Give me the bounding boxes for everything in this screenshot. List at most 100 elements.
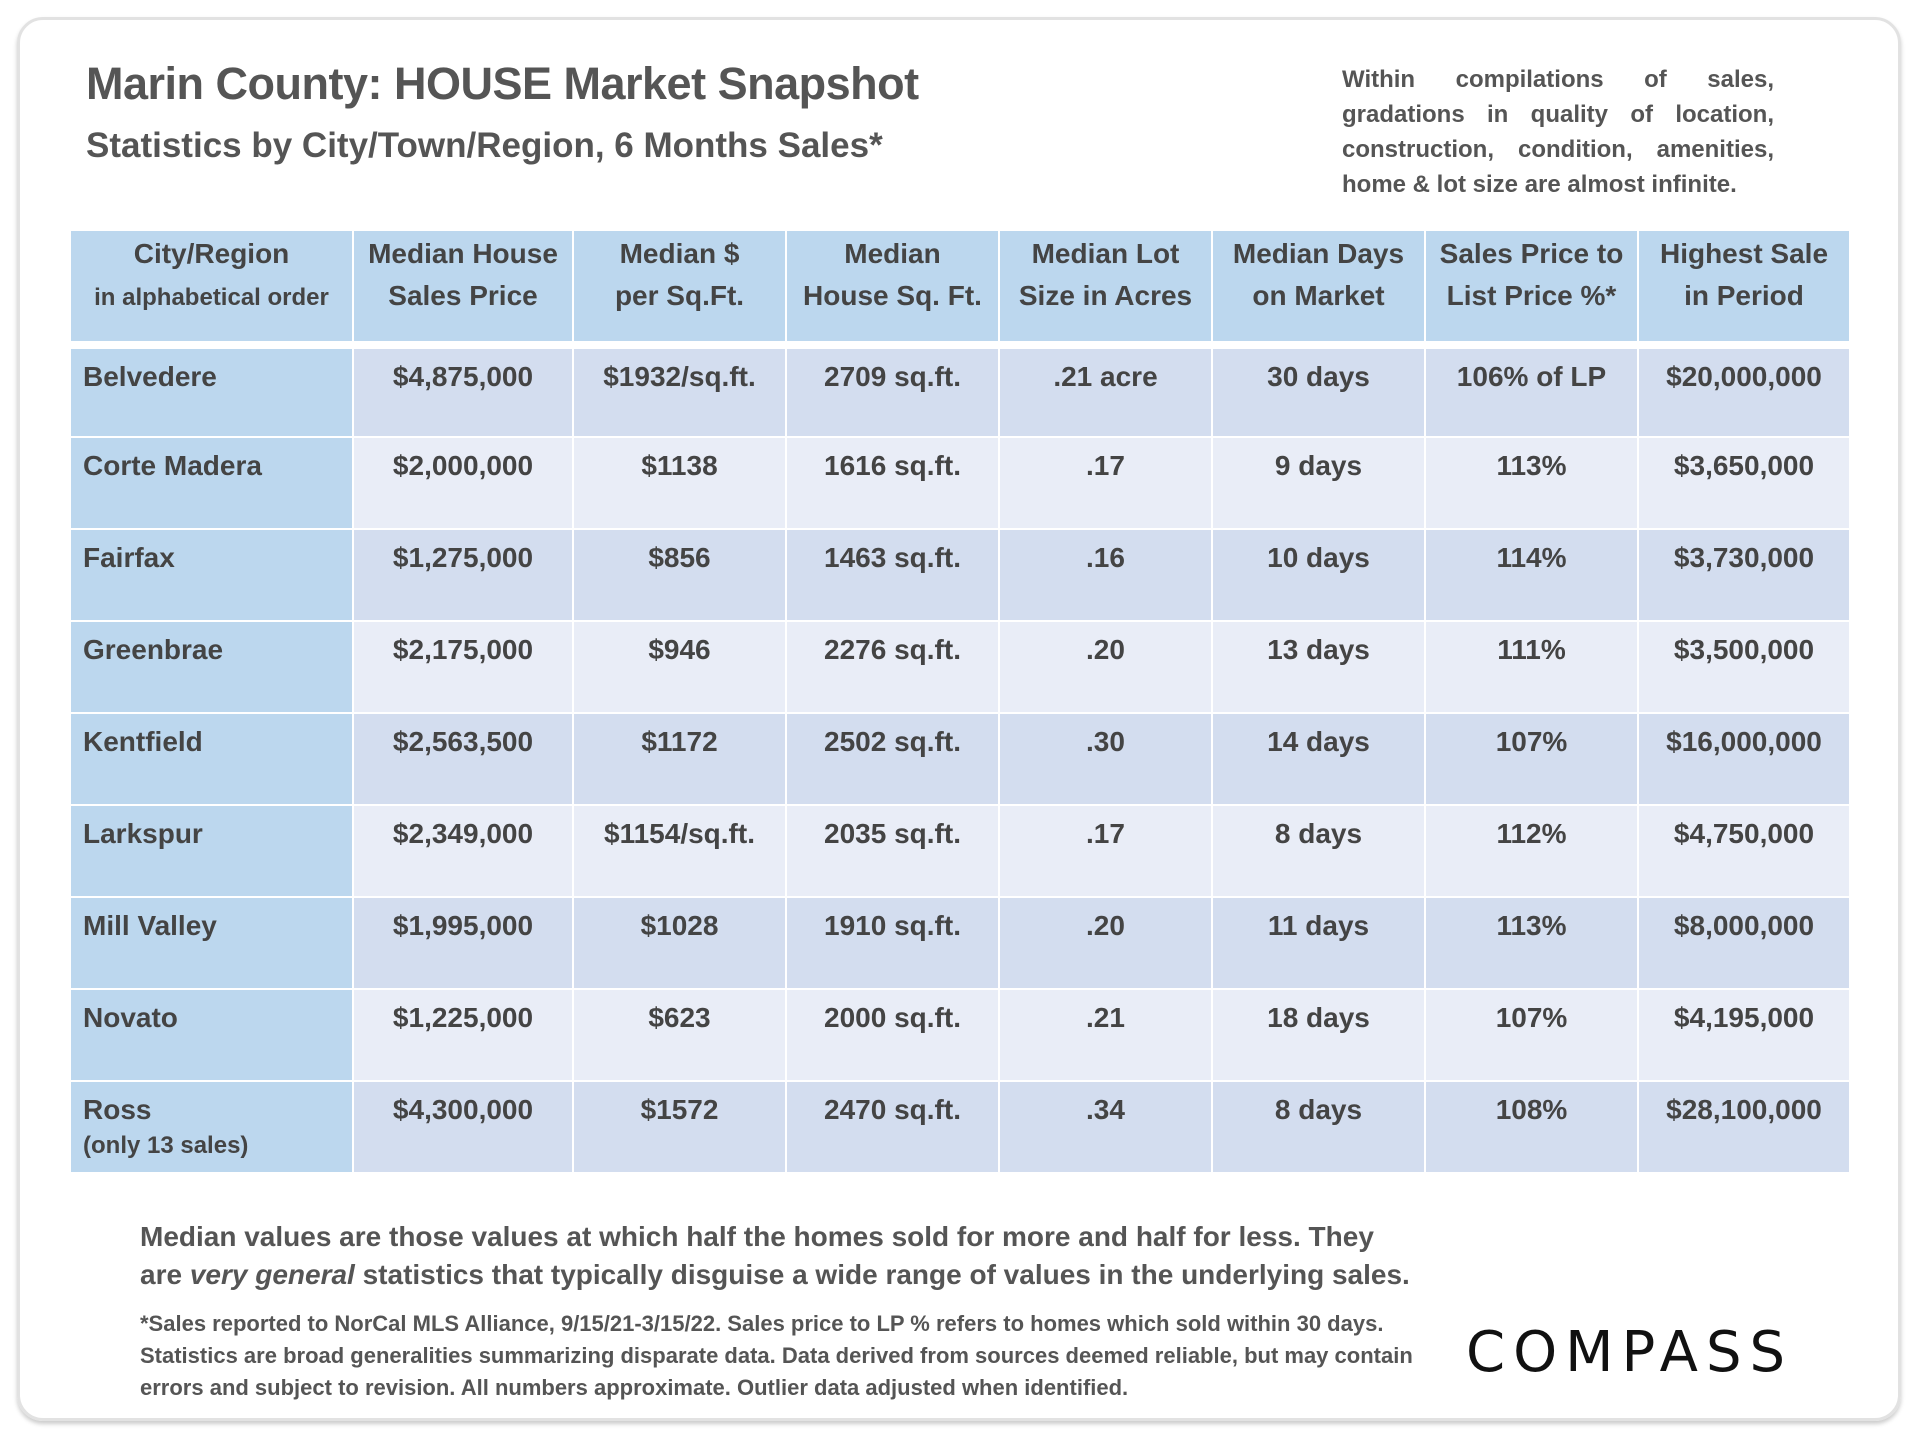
city-name: Kentfield	[83, 726, 203, 757]
snapshot-card	[17, 17, 1901, 1421]
footnote: *Sales reported to NorCal MLS Alliance, …	[140, 1311, 1413, 1400]
data-cell: 8 days	[1211, 804, 1426, 898]
column-header: Median House Sales Price	[352, 229, 574, 349]
data-cell: 2035 sq.ft.	[785, 804, 1000, 898]
data-cell: 2276 sq.ft.	[785, 620, 1000, 714]
page-title: Marin County: HOUSE Market Snapshot	[86, 58, 919, 109]
data-cell: $623	[572, 988, 787, 1082]
data-cell: $1154/sq.ft.	[572, 804, 787, 898]
data-cell: .16	[998, 528, 1213, 622]
data-cell: $1,995,000	[352, 896, 574, 990]
data-cell: 13 days	[1211, 620, 1426, 714]
column-header: Median Lot Size in Acres	[998, 229, 1213, 349]
data-cell: 9 days	[1211, 436, 1426, 530]
city-cell: Fairfax	[69, 528, 354, 622]
city-cell: Ross (only 13 sales)	[69, 1080, 354, 1174]
table-row: Mill Valley $1,995,000 $1028 1910 sq.ft. .20…	[69, 896, 1851, 990]
city-cell: Novato	[69, 988, 354, 1082]
column-header: Median Days on Market	[1211, 229, 1426, 349]
data-cell: 1910 sq.ft.	[785, 896, 1000, 990]
data-cell: $1138	[572, 436, 787, 530]
city-name: Fairfax	[83, 542, 175, 573]
median-explanation: Median values are those values at which …	[140, 1218, 1420, 1294]
data-cell: .21	[998, 988, 1213, 1082]
city-note: (only 13 sales)	[83, 1132, 249, 1159]
data-cell: $856	[572, 528, 787, 622]
median-text-a: Median values are those values at which …	[140, 1221, 1374, 1290]
median-text-emphasis: very general	[189, 1259, 355, 1290]
column-header-line1: Median	[844, 238, 941, 269]
table-row: Ross (only 13 sales) $4,300,000 $1572 2470 s…	[69, 1080, 1851, 1174]
data-cell: $1172	[572, 712, 787, 806]
data-cell: 2000 sq.ft.	[785, 988, 1000, 1082]
data-cell: $2,563,500	[352, 712, 574, 806]
data-cell: 14 days	[1211, 712, 1426, 806]
column-header-line1: Median $	[619, 238, 740, 269]
data-cell: $3,730,000	[1637, 528, 1851, 622]
city-name: Corte Madera	[83, 450, 262, 481]
data-cell: $3,650,000	[1637, 436, 1851, 530]
column-header-line2: Size in Acres	[1018, 280, 1193, 311]
data-cell: .20	[998, 896, 1213, 990]
table-row: Corte Madera $2,000,000 $1138 1616 sq.ft. .1…	[69, 436, 1851, 530]
data-cell: $4,875,000	[352, 344, 574, 438]
column-header: City/Region in alphabetical order	[69, 229, 354, 349]
data-cell: 108%	[1424, 1080, 1639, 1174]
column-header-line2: House Sq. Ft.	[803, 280, 982, 311]
data-cell: 107%	[1424, 712, 1639, 806]
city-cell: Corte Madera	[69, 436, 354, 530]
table-row: Novato $1,225,000 $623 2000 sq.ft. .21 18 day…	[69, 988, 1851, 1082]
data-cell: $1932/sq.ft.	[572, 344, 787, 438]
data-cell: $4,195,000	[1637, 988, 1851, 1082]
column-header: Highest Sale in Period	[1637, 229, 1851, 349]
column-header: Median House Sq. Ft.	[785, 229, 1000, 349]
column-header-line2: in alphabetical order	[94, 284, 329, 311]
column-header-line1: Median Lot	[1031, 238, 1180, 269]
data-cell: 30 days	[1211, 344, 1426, 438]
data-cell: $2,349,000	[352, 804, 574, 898]
data-cell: $28,100,000	[1637, 1080, 1851, 1174]
median-text-b: statistics that typically disguise a wid…	[354, 1259, 1410, 1290]
column-header-line1: Median Days	[1232, 238, 1405, 269]
data-cell: 2502 sq.ft.	[785, 712, 1000, 806]
page-subtitle: Statistics by City/Town/Region, 6 Months…	[86, 126, 883, 165]
table-row: Larkspur $2,349,000 $1154/sq.ft. 2035 sq.ft…	[69, 804, 1851, 898]
data-cell: $3,500,000	[1637, 620, 1851, 714]
column-header: Sales Price to List Price %*	[1424, 229, 1639, 349]
data-cell: 106% of LP	[1424, 344, 1639, 438]
data-cell: $946	[572, 620, 787, 714]
table-row: Belvedere $4,875,000 $1932/sq.ft. 2709 sq.f…	[69, 344, 1851, 438]
data-cell: $2,000,000	[352, 436, 574, 530]
market-stats-table: City/Region in alphabetical order Median H…	[69, 229, 1851, 1174]
data-cell: 114%	[1424, 528, 1639, 622]
data-cell: 1463 sq.ft.	[785, 528, 1000, 622]
data-cell: .20	[998, 620, 1213, 714]
column-header-line2: per Sq.Ft.	[614, 280, 745, 311]
data-cell: 18 days	[1211, 988, 1426, 1082]
column-header-line1: Sales Price to	[1439, 238, 1624, 269]
city-cell: Belvedere	[69, 344, 354, 438]
city-name: Novato	[83, 1002, 178, 1033]
data-cell: $4,750,000	[1637, 804, 1851, 898]
city-name: Larkspur	[83, 818, 203, 849]
column-header-line2: List Price %*	[1446, 280, 1617, 311]
data-cell: $8,000,000	[1637, 896, 1851, 990]
city-cell: Greenbrae	[69, 620, 354, 714]
data-cell: $4,300,000	[352, 1080, 574, 1174]
city-name: Belvedere	[83, 361, 217, 392]
city-name: Mill Valley	[83, 910, 217, 941]
city-name: Greenbrae	[83, 634, 224, 665]
data-cell: .30	[998, 712, 1213, 806]
data-cell: $1,225,000	[352, 988, 574, 1082]
column-header: Median $ per Sq.Ft.	[572, 229, 787, 349]
data-cell: 10 days	[1211, 528, 1426, 622]
table-row: Fairfax $1,275,000 $856 1463 sq.ft. .16 10 da…	[69, 528, 1851, 622]
table-header-row: City/Region in alphabetical order Median H…	[69, 229, 1851, 349]
data-cell: $1,275,000	[352, 528, 574, 622]
city-cell: Mill Valley	[69, 896, 354, 990]
city-cell: Larkspur	[69, 804, 354, 898]
table-row: Kentfield $2,563,500 $1172 2502 sq.ft. .30 14…	[69, 712, 1851, 806]
data-cell: 1616 sq.ft.	[785, 436, 1000, 530]
data-cell: .17	[998, 436, 1213, 530]
data-cell: $1028	[572, 896, 787, 990]
